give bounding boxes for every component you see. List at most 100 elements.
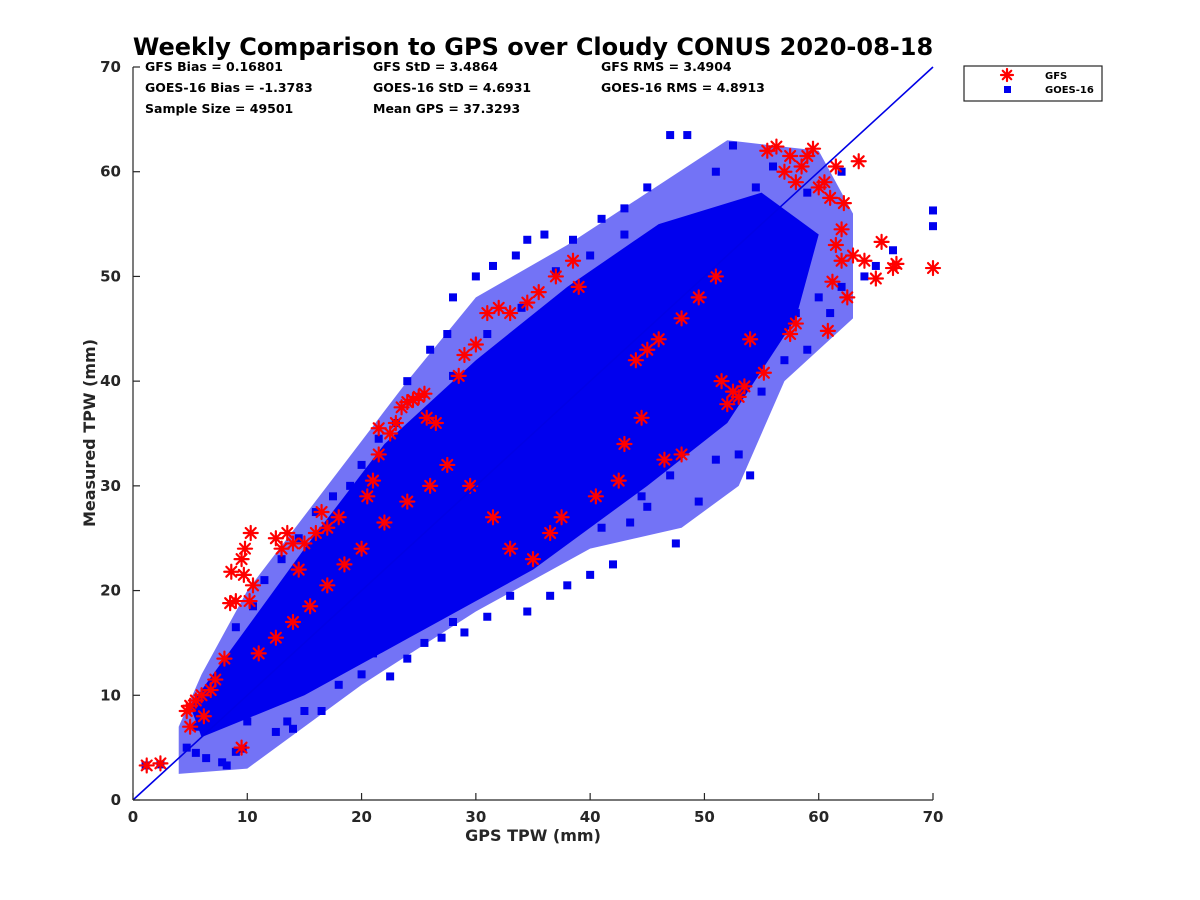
goes-16-point <box>569 235 577 244</box>
legend-label-gfs: GFS <box>1045 71 1067 82</box>
gfs-point <box>835 195 852 212</box>
goes-16-point <box>506 591 515 600</box>
goes-16-point <box>700 230 709 239</box>
goes-16-point <box>437 633 446 642</box>
gfs-point <box>313 503 330 521</box>
goes-16-point <box>243 686 252 695</box>
gfs-point <box>236 540 254 557</box>
goes-16-point <box>494 534 503 543</box>
y-tick-label: 10 <box>100 686 121 704</box>
goes-16-point <box>700 408 709 417</box>
x-tick-label: 40 <box>580 808 601 826</box>
goes-16-point <box>546 591 555 600</box>
gfs-point <box>547 268 564 285</box>
gfs-point <box>422 477 439 494</box>
gfs-point <box>822 189 839 206</box>
gfs-rms: GFS RMS = 3.4904 <box>601 59 732 74</box>
goes-16-point <box>300 633 309 642</box>
x-tick-label: 60 <box>808 808 829 826</box>
goes-16-point <box>637 492 646 501</box>
y-ticks: 0 10 20 30 40 50 60 70 <box>100 58 140 809</box>
gfs-point <box>690 289 707 306</box>
goes-16-point <box>889 246 897 255</box>
gfs-point <box>302 598 319 615</box>
gfs-point <box>768 138 785 155</box>
gfs-point <box>856 252 873 269</box>
gfs-point <box>450 367 467 385</box>
gfs-point <box>182 718 199 735</box>
gfs-point <box>782 325 799 343</box>
gfs-point <box>207 671 224 688</box>
gfs-point <box>195 708 212 725</box>
goes-16-point <box>871 261 880 270</box>
goes-16-point <box>271 727 280 736</box>
goes-16-dense-core <box>190 192 819 738</box>
goes-16-point <box>443 330 452 339</box>
goes-16-point <box>860 272 869 281</box>
goes-16-point <box>420 638 429 647</box>
gfs-point <box>656 451 673 468</box>
goes-16-point <box>357 534 366 543</box>
gfs-point <box>610 472 627 489</box>
x-tick-label: 50 <box>694 808 715 826</box>
goes-16-point <box>471 429 480 438</box>
goes-16-point <box>489 261 497 270</box>
goes-16-point <box>374 434 383 443</box>
gfs-point <box>152 755 169 772</box>
goes-16-point <box>460 628 469 637</box>
gfs-point <box>242 524 259 542</box>
gfs-point <box>484 509 502 526</box>
gfs-point <box>730 388 747 405</box>
gfs-point <box>227 592 244 610</box>
goes-16-point <box>471 471 480 480</box>
goes-16-point <box>202 754 211 763</box>
goes-16-point <box>523 607 532 616</box>
goes-16-point <box>182 743 191 752</box>
gfs-point <box>713 373 730 390</box>
gfs-point <box>542 524 559 542</box>
legend-box <box>963 65 1103 102</box>
gfs-point <box>782 147 799 165</box>
goes-16-point <box>449 617 457 626</box>
goes-16-point <box>386 672 395 681</box>
goes-16-std: GOES-16 StD = 4.6931 <box>373 80 531 95</box>
gfs-point <box>564 252 582 269</box>
goes-16-point <box>369 649 377 658</box>
goes-16-point <box>597 214 606 223</box>
goes-16-point <box>283 717 292 726</box>
gfs-point <box>827 158 844 175</box>
y-tick-label: 0 <box>111 791 121 809</box>
goes-16-point <box>277 691 286 700</box>
gfs-point <box>816 174 833 191</box>
goes-16-point <box>209 706 217 715</box>
goes-16-point <box>449 293 457 302</box>
goes-16-point <box>751 183 760 192</box>
goes-16-point <box>323 644 332 653</box>
goes-16-point <box>711 455 720 464</box>
goes-16-point <box>329 492 337 501</box>
goes-16-point <box>334 680 343 689</box>
gfs-point <box>502 540 519 557</box>
goes-16-point <box>609 560 617 569</box>
gfs-series <box>138 138 942 774</box>
goes-16-point <box>506 439 515 448</box>
x-axis-label: GPS TPW (mm) <box>465 826 601 845</box>
goes-16-point <box>426 345 435 354</box>
mean-gps: Mean GPS = 37.3293 <box>373 101 520 116</box>
gfs-point <box>376 514 393 531</box>
goes-16-point <box>231 623 240 632</box>
gfs-point <box>627 352 644 369</box>
x-tick-label: 20 <box>351 808 372 826</box>
gfs-point <box>755 364 772 381</box>
y-tick-label: 70 <box>100 58 121 76</box>
y-tick-label: 20 <box>100 582 121 600</box>
gfs-point <box>319 577 336 594</box>
goes-16-point <box>231 649 240 658</box>
goes-16-point <box>757 387 766 396</box>
goes-16-point <box>191 748 200 757</box>
goes-16-point <box>369 560 377 569</box>
gfs-point <box>673 446 690 463</box>
goes-16-point <box>426 576 435 585</box>
statistics-block: GFS Bias = 0.16801 GFS StD = 3.4864 GFS … <box>145 59 765 116</box>
